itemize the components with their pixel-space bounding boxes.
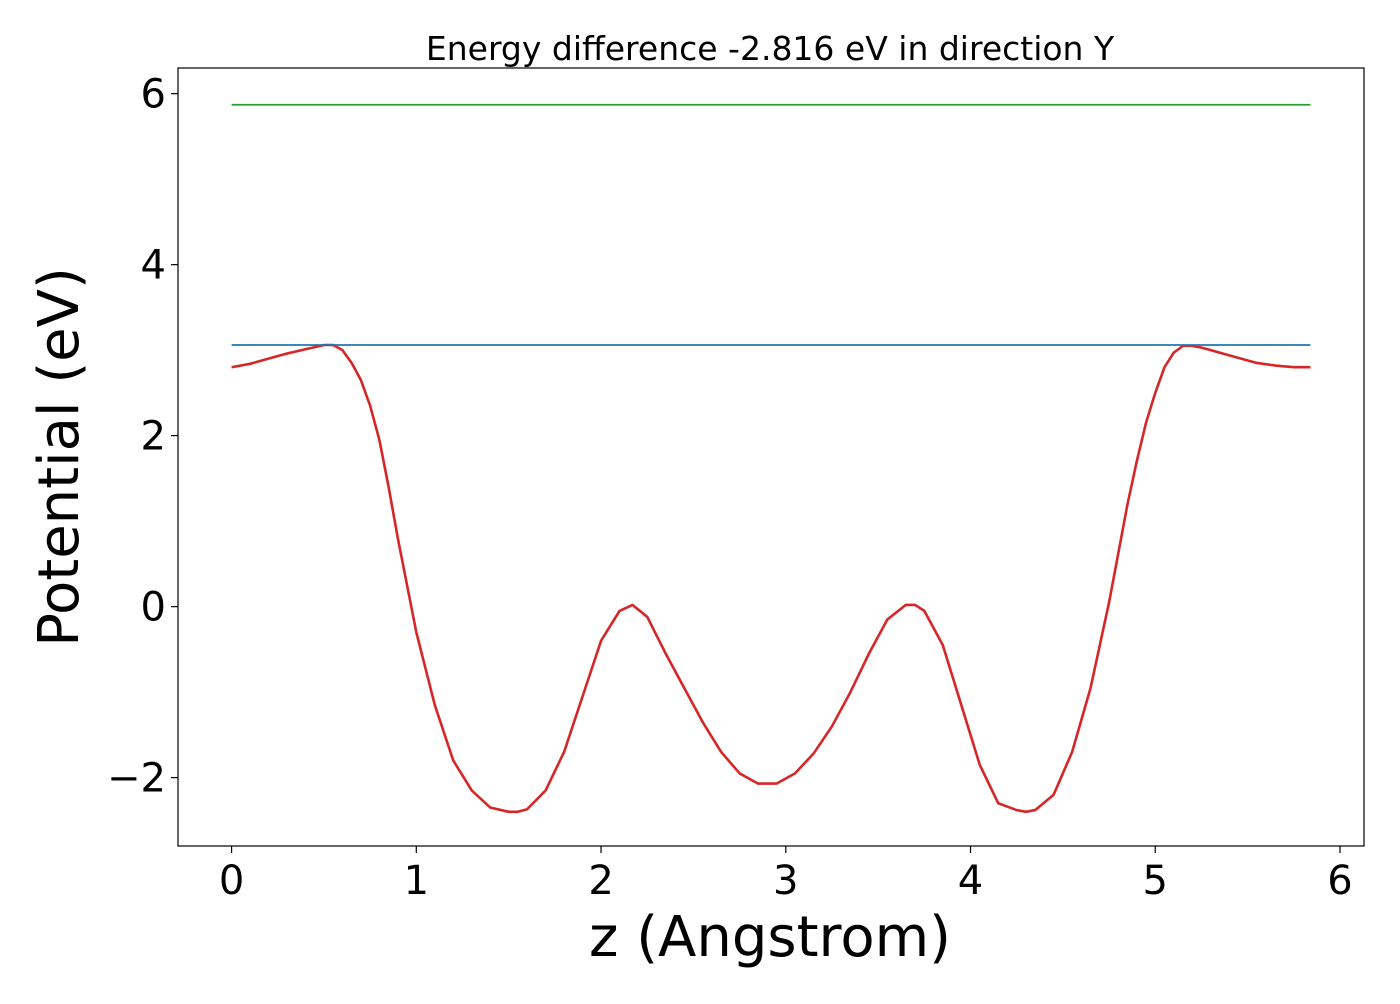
chart-title: Energy difference -2.816 eV in direction…	[426, 29, 1115, 68]
x-axis-ticks: 0 1 2 3 4 5 6	[219, 846, 1353, 904]
series-line-0	[231, 343, 1311, 814]
x-tick-label: 3	[773, 858, 798, 904]
x-tick-label: 0	[219, 858, 244, 904]
x-axis-label: z (Angstrom)	[589, 905, 951, 970]
y-tick-label: 0	[141, 585, 166, 631]
y-tick-label: 6	[141, 72, 166, 118]
x-tick-label: 2	[588, 858, 613, 904]
plot-area	[231, 103, 1311, 814]
y-tick-label: 4	[141, 243, 166, 289]
y-tick-label: −2	[107, 756, 166, 802]
axes-frame	[177, 67, 1365, 847]
x-tick-label: 5	[1143, 858, 1168, 904]
y-tick-label: 2	[141, 414, 166, 460]
y-axis-label: Potential (eV)	[27, 267, 92, 647]
x-tick-label: 4	[958, 858, 983, 904]
x-tick-label: 6	[1327, 858, 1352, 904]
y-axis-ticks: −2 0 2 4 6	[107, 72, 178, 802]
x-tick-label: 1	[404, 858, 429, 904]
